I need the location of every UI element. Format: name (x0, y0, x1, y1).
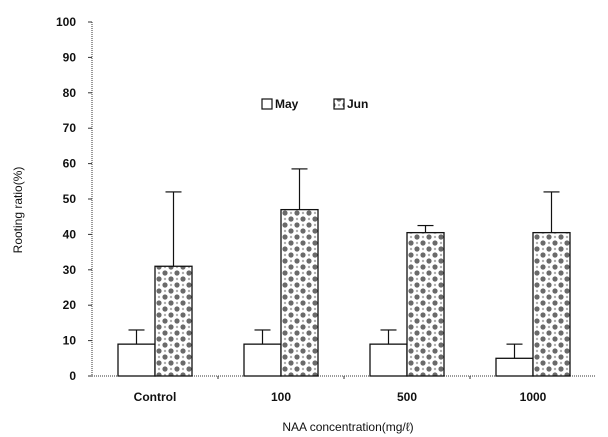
x-axis-title: NAA concentration(mg/ℓ) (282, 420, 413, 434)
y-tick-label: 80 (63, 86, 77, 100)
y-tick-label: 40 (63, 227, 77, 241)
legend-label-may: May (275, 97, 299, 111)
legend-swatch-may (261, 98, 273, 110)
bar-jun-1000 (532, 231, 571, 377)
y-axis-ticks: 0 10 20 30 40 50 60 70 80 90 100 (56, 15, 92, 383)
x-tick-label: Control (134, 390, 177, 404)
y-tick-label: 30 (63, 263, 77, 277)
bar-may-1000 (495, 357, 534, 377)
bar-may-100 (243, 343, 282, 377)
bar-jun-500 (406, 231, 445, 377)
legend-swatch-jun (333, 98, 345, 110)
bar-jun-100 (280, 208, 319, 377)
x-tick-label: 500 (397, 390, 417, 404)
x-tick-label: 1000 (520, 390, 547, 404)
x-axis-ticks: Control 100 500 1000 (134, 376, 547, 404)
bars (117, 208, 571, 377)
bar-jun-control (154, 265, 193, 377)
y-tick-label: 0 (69, 369, 76, 383)
legend: May Jun (261, 97, 368, 111)
legend-label-jun: Jun (347, 97, 368, 111)
y-tick-label: 90 (63, 50, 77, 64)
y-tick-label: 100 (56, 15, 76, 29)
y-tick-label: 70 (63, 121, 77, 135)
plot-area: 0 10 20 30 40 50 60 70 80 90 100 Control 100 500 1000 (56, 15, 596, 404)
y-tick-label: 10 (63, 334, 77, 348)
bar-may-500 (369, 343, 408, 377)
bar-may-control (117, 343, 156, 377)
x-tick-label: 100 (271, 390, 291, 404)
y-tick-label: 50 (63, 192, 77, 206)
y-tick-label: 20 (63, 298, 77, 312)
y-tick-label: 60 (63, 157, 77, 171)
error-bars (128, 168, 560, 359)
y-axis-title: Rooting ratio(%) (11, 167, 25, 254)
